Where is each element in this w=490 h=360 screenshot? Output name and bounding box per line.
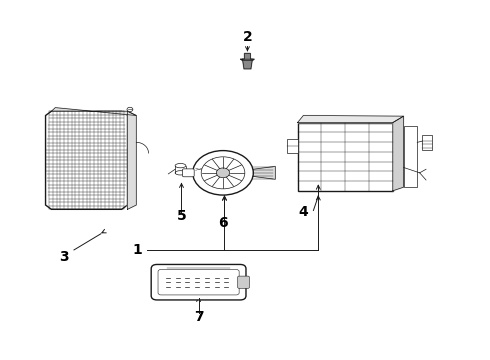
Polygon shape: [243, 59, 252, 69]
Circle shape: [217, 168, 230, 178]
Polygon shape: [127, 111, 136, 209]
PathPatch shape: [46, 111, 127, 209]
Ellipse shape: [175, 163, 186, 168]
Text: 6: 6: [218, 216, 228, 230]
Bar: [404, 126, 417, 187]
Circle shape: [201, 157, 245, 189]
Bar: [422, 135, 432, 149]
Text: 7: 7: [194, 310, 203, 324]
Polygon shape: [51, 108, 136, 116]
Polygon shape: [253, 166, 275, 179]
Text: 5: 5: [176, 209, 186, 223]
FancyBboxPatch shape: [238, 276, 249, 288]
Ellipse shape: [175, 171, 186, 175]
FancyBboxPatch shape: [151, 265, 246, 300]
Text: 4: 4: [299, 205, 309, 219]
Polygon shape: [297, 116, 404, 123]
Text: 2: 2: [243, 30, 252, 44]
Ellipse shape: [196, 167, 202, 171]
Text: 1: 1: [133, 243, 143, 257]
Bar: [297, 123, 393, 191]
Bar: [287, 139, 297, 153]
Circle shape: [193, 150, 253, 195]
Polygon shape: [393, 116, 404, 191]
Text: 3: 3: [59, 250, 69, 264]
FancyBboxPatch shape: [182, 169, 194, 177]
Circle shape: [127, 107, 133, 112]
Polygon shape: [241, 53, 254, 60]
